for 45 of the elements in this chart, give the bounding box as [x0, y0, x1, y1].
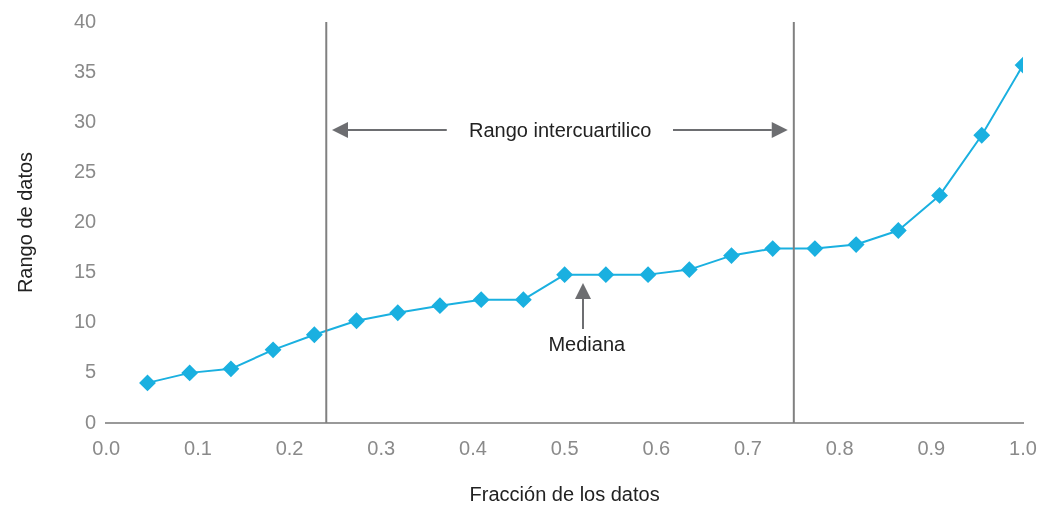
point [973, 127, 990, 144]
point [139, 374, 156, 391]
x-axis-title: Fracción de los datos [469, 482, 660, 505]
y-axis-title: Rango de datos [13, 151, 36, 294]
point [473, 291, 490, 308]
point [806, 240, 823, 257]
x-tick-label: 0.6 [642, 436, 671, 459]
point [306, 326, 323, 343]
y-tick-label: 40 [74, 9, 97, 32]
point [515, 291, 532, 308]
point [597, 266, 614, 283]
y-tick-label: 30 [74, 109, 97, 132]
point [931, 187, 948, 204]
annotation: Rango intercuartilico [469, 118, 652, 142]
x-tick-label: 0.7 [734, 436, 762, 459]
x-tick-label: 0.9 [917, 436, 946, 459]
x-tick-label: 0.3 [367, 436, 396, 459]
point [556, 266, 573, 283]
point [389, 304, 406, 321]
point [222, 360, 239, 377]
y-tick-label: 15 [74, 260, 97, 283]
x-tick-label: 0.1 [184, 436, 212, 459]
point [681, 261, 698, 278]
point [431, 297, 448, 314]
y-tick-label: 5 [85, 360, 97, 383]
point [848, 236, 865, 253]
x-tick-label: 0.0 [92, 436, 121, 459]
x-tick-label: 0.4 [459, 436, 487, 459]
point [890, 222, 907, 239]
x-tick-label: 0.5 [550, 436, 579, 459]
x-tick-label: 0.2 [275, 436, 304, 459]
y-tick-label: 35 [74, 59, 97, 82]
point [348, 312, 365, 329]
point [764, 240, 781, 257]
y-tick-label: 10 [74, 310, 97, 333]
x-tick-label: 0.8 [825, 436, 854, 459]
point [181, 364, 198, 381]
annotation: Mediana [548, 332, 626, 356]
y-tick-label: 20 [74, 210, 97, 233]
x-tick-label: 1.0 [1009, 436, 1037, 459]
point [640, 266, 657, 283]
point [723, 247, 740, 264]
y-tick-label: 25 [74, 159, 97, 182]
y-tick-label: 0 [85, 410, 97, 433]
point [265, 341, 282, 358]
